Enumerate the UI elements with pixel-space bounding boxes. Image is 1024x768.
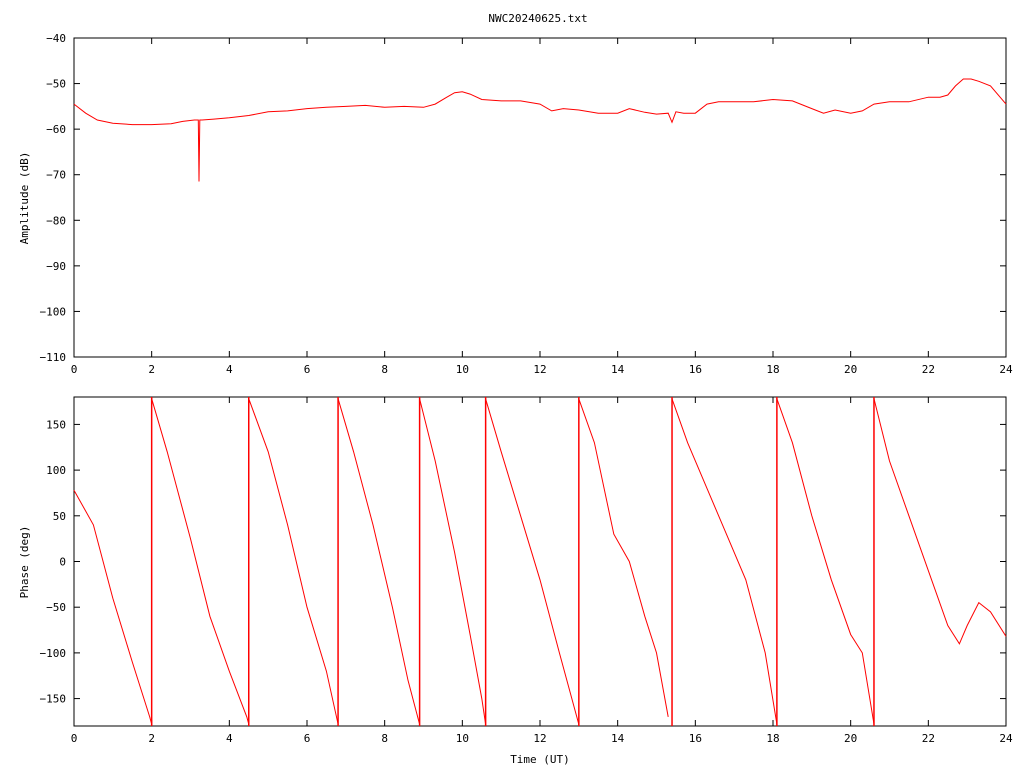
phase-segment-line — [873, 398, 1007, 645]
amplitude-y-tick-label: −100 — [40, 305, 67, 318]
phase-y-tick-label: 50 — [53, 510, 66, 523]
amplitude-y-ticks: −40 −50 −60 −70 −80 −90 −100 −110 — [40, 32, 1006, 364]
phase-x-tick-label: 6 — [304, 732, 311, 745]
amplitude-x-tick-label: 10 — [456, 363, 469, 376]
amplitude-x-tick-label: 6 — [304, 363, 311, 376]
amplitude-x-tick-label: 8 — [381, 363, 388, 376]
phase-segment-line — [151, 398, 250, 725]
amplitude-series-line — [73, 78, 1007, 182]
phase-y-tick-label: −150 — [40, 693, 67, 706]
amplitude-x-tick-label: 0 — [71, 363, 78, 376]
amplitude-y-tick-label: −80 — [46, 214, 66, 227]
phase-segment-line — [671, 398, 778, 725]
amplitude-y-tick-label: −50 — [46, 78, 66, 91]
phase-segment-line — [578, 398, 669, 717]
phase-segment-line — [776, 398, 875, 725]
phase-segment-line — [337, 398, 421, 725]
amplitude-y-axis-label: Amplitude (dB) — [18, 152, 31, 245]
amplitude-y-tick-label: −40 — [46, 32, 66, 45]
amplitude-panel: −40−50−60−70−80−90−100−110 0 2 4 6 8 10 12 14 16… — [18, 32, 1013, 376]
phase-x-tick-label: 8 — [381, 732, 388, 745]
phase-x-tick-label: 24 — [999, 732, 1013, 745]
phase-y-ticks: 150 100 50 0 −50 −100 −150 — [40, 418, 1006, 706]
phase-y-tick-label: 150 — [46, 418, 66, 431]
phase-y-tick-label: −50 — [46, 601, 66, 614]
amplitude-y-tick-label: −110 — [40, 351, 67, 364]
phase-x-tick-label: 14 — [611, 732, 625, 745]
phase-y-axis-label: Phase (deg) — [18, 526, 31, 599]
amplitude-y-tick-label: −60 — [46, 123, 66, 136]
phase-x-tick-label: 0 — [71, 732, 78, 745]
phase-x-tick-label: 12 — [533, 732, 546, 745]
amplitude-y-tick-label: −70 — [46, 169, 66, 182]
amplitude-x-tick-label: 20 — [844, 363, 857, 376]
amplitude-x-tick-label: 22 — [922, 363, 935, 376]
amplitude-x-ticks: 0 2 4 6 8 10 12 14 16 18 20 22 24 — [71, 38, 1013, 376]
amplitude-plot-frame — [73, 37, 1007, 358]
phase-y-tick-label: 100 — [46, 464, 66, 477]
amplitude-x-tick-label: 16 — [689, 363, 702, 376]
phase-x-tick-label: 2 — [148, 732, 155, 745]
phase-x-tick-label: 20 — [844, 732, 857, 745]
phase-x-ticks: 0 2 4 6 8 10 12 14 16 18 20 22 24 — [71, 397, 1013, 745]
time-x-axis-label: Time (UT) — [510, 753, 570, 766]
amplitude-y-tick-label: −90 — [46, 260, 66, 273]
phase-series — [73, 397, 1007, 726]
phase-x-tick-label: 4 — [226, 732, 233, 745]
chart-title: NWC20240625.txt — [488, 12, 587, 25]
phase-x-tick-label: 18 — [766, 732, 779, 745]
amplitude-x-tick-label: 2 — [148, 363, 155, 376]
phase-segment-line — [73, 489, 153, 725]
amplitude-x-tick-label: 12 — [533, 363, 546, 376]
amplitude-x-tick-label: 4 — [226, 363, 233, 376]
phase-segment-line — [248, 398, 339, 725]
phase-x-tick-label: 16 — [689, 732, 702, 745]
amplitude-x-tick-label: 18 — [766, 363, 779, 376]
phase-segment-line — [419, 398, 487, 725]
phase-segment-line — [485, 398, 580, 725]
amplitude-x-tick-label: 14 — [611, 363, 625, 376]
phase-x-tick-label: 10 — [456, 732, 469, 745]
phase-x-tick-label: 22 — [922, 732, 935, 745]
phase-y-tick-label: −100 — [40, 647, 67, 660]
amplitude-x-tick-label: 24 — [999, 363, 1013, 376]
phase-y-tick-label: 0 — [59, 556, 66, 569]
